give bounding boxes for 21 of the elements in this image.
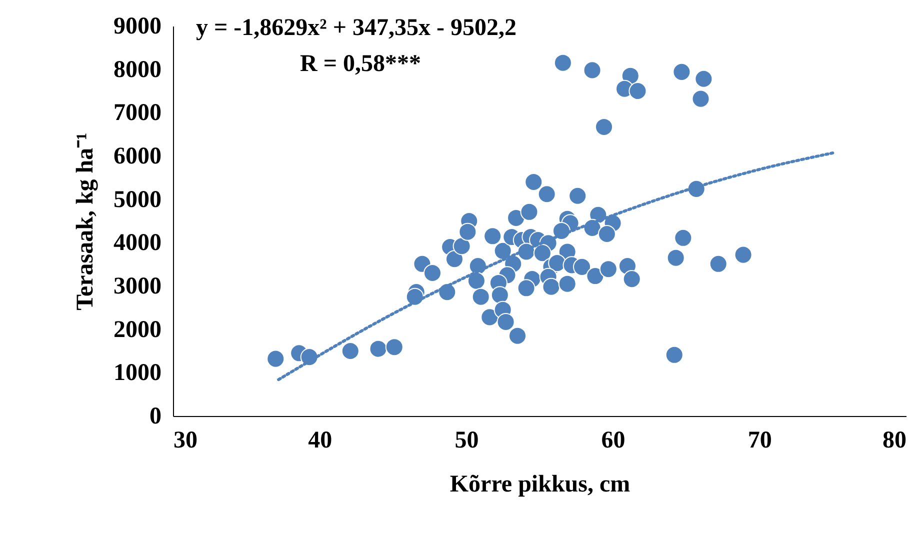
x-tick-label: 50 (454, 428, 479, 454)
annotation: y = -1,8629x² + 347,35x - 9502,2 (196, 15, 517, 41)
y-tick-label: 8000 (114, 56, 162, 83)
y-tick-label: 9000 (114, 14, 162, 40)
y-tick-label: 3000 (114, 274, 162, 300)
y-axis-title: Terasaak, kg ha⁻¹ (72, 132, 98, 310)
line-series (277, 151, 834, 382)
y-tick-label: 5000 (114, 186, 162, 213)
y-tick-label: 6000 (114, 144, 162, 170)
y-tick-label: 0 (150, 404, 162, 430)
x-tick-label: 70 (748, 428, 772, 454)
y-tick-label: 2000 (114, 316, 162, 343)
y-tick-label: 1000 (114, 360, 162, 386)
x-tick-label: 40 (308, 428, 332, 454)
x-tick-label: 60 (601, 428, 626, 454)
x-tick-label: 80 (882, 428, 906, 454)
x-tick-label: 30 (174, 428, 198, 454)
annotation: R = 0,58*** (300, 51, 422, 77)
y-tick-label: 7000 (114, 100, 162, 126)
x-axis-title: Kõrre pikkus, cm (450, 472, 630, 498)
y-tick-label: 4000 (114, 230, 162, 256)
